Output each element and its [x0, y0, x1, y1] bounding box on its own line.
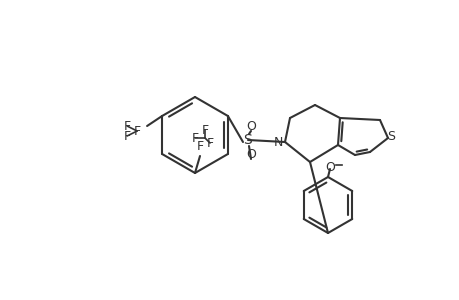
Text: F: F: [133, 124, 140, 137]
Text: S: S: [386, 130, 394, 142]
Text: F: F: [196, 140, 203, 152]
Text: F: F: [201, 124, 208, 136]
Text: F: F: [206, 136, 213, 149]
Text: O: O: [246, 119, 255, 133]
Text: F: F: [123, 130, 130, 142]
Text: F: F: [123, 119, 130, 133]
Text: S: S: [243, 133, 252, 147]
Text: O: O: [325, 160, 334, 173]
Text: O: O: [246, 148, 255, 160]
Text: F: F: [191, 131, 198, 145]
Text: N: N: [273, 136, 282, 148]
